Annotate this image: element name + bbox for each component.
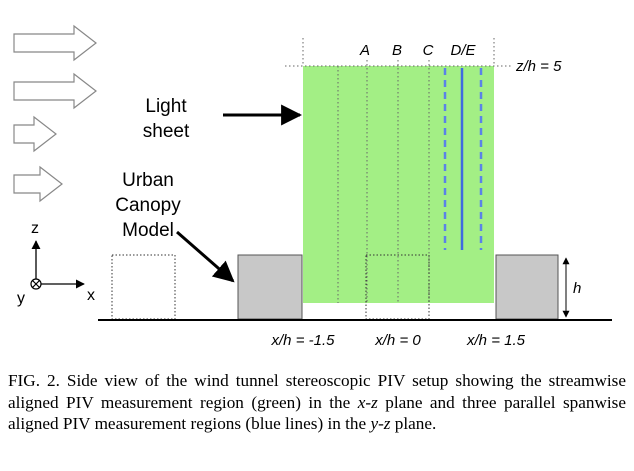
urban-canopy-label: Canopy (115, 195, 181, 216)
arrow-icon (177, 232, 233, 281)
flow-arrows (14, 26, 96, 201)
caption-suffix: plane. (391, 414, 437, 433)
figure-caption: FIG. 2. Side view of the wind tunnel ste… (8, 370, 626, 435)
top-height-label: z/h = 5 (515, 58, 562, 75)
coordinate-axes-icon (36, 241, 84, 284)
dotted-block-left (112, 255, 175, 319)
diagram: Light sheet Urban Canopy Model A B C D/E… (0, 0, 634, 360)
axis-y-label: y (17, 290, 25, 307)
height-label: h (573, 280, 581, 297)
xh-center-label: x/h = 0 (374, 332, 421, 349)
plane-label-a: A (359, 42, 370, 59)
right-block (496, 255, 558, 319)
light-sheet-label: Light (145, 96, 187, 117)
urban-canopy-label: Urban (122, 170, 174, 191)
xh-right-label: x/h = 1.5 (466, 332, 526, 349)
plane-label-c: C (423, 42, 434, 59)
plane-label-de: D/E (450, 42, 476, 59)
axis-z-label: z (31, 220, 39, 237)
plane-label-b: B (392, 42, 402, 59)
axis-x-label: x (87, 287, 95, 304)
flow-arrow-icon (14, 117, 56, 151)
into-page-icon (31, 279, 41, 289)
flow-arrow-icon (14, 26, 96, 60)
urban-canopy-label: Model (122, 220, 174, 241)
caption-yz: y-z (370, 414, 390, 433)
left-block (238, 255, 302, 319)
caption-xz: x-z (358, 393, 378, 412)
flow-arrow-icon (14, 167, 62, 201)
light-sheet-label: sheet (143, 121, 190, 142)
flow-arrow-icon (14, 74, 96, 108)
xh-left-label: x/h = -1.5 (271, 332, 336, 349)
